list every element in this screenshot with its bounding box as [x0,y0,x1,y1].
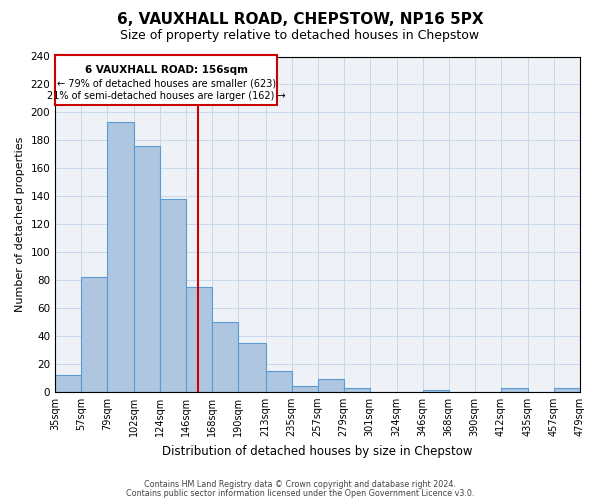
X-axis label: Distribution of detached houses by size in Chepstow: Distribution of detached houses by size … [163,444,473,458]
Bar [187,287,212,392]
Bar [81,277,107,392]
Bar [292,386,317,392]
Bar [55,55,277,106]
Bar [238,343,266,392]
Bar [317,379,344,392]
Text: 6, VAUXHALL ROAD, CHEPSTOW, NP16 5PX: 6, VAUXHALL ROAD, CHEPSTOW, NP16 5PX [116,12,484,28]
Bar [212,322,238,392]
Bar [107,122,134,392]
Bar [423,390,449,392]
Text: Size of property relative to detached houses in Chepstow: Size of property relative to detached ho… [121,29,479,42]
Bar [134,146,160,392]
Bar [266,371,292,392]
Text: Contains HM Land Registry data © Crown copyright and database right 2024.: Contains HM Land Registry data © Crown c… [144,480,456,489]
Text: ← 79% of detached houses are smaller (623): ← 79% of detached houses are smaller (62… [57,79,276,89]
Text: 6 VAUXHALL ROAD: 156sqm: 6 VAUXHALL ROAD: 156sqm [85,65,248,75]
Bar [55,375,81,392]
Bar [501,388,528,392]
Text: 21% of semi-detached houses are larger (162) →: 21% of semi-detached houses are larger (… [47,92,286,102]
Y-axis label: Number of detached properties: Number of detached properties [15,136,25,312]
Bar [160,199,187,392]
Text: Contains public sector information licensed under the Open Government Licence v3: Contains public sector information licen… [126,488,474,498]
Bar [554,388,580,392]
Bar [344,388,370,392]
